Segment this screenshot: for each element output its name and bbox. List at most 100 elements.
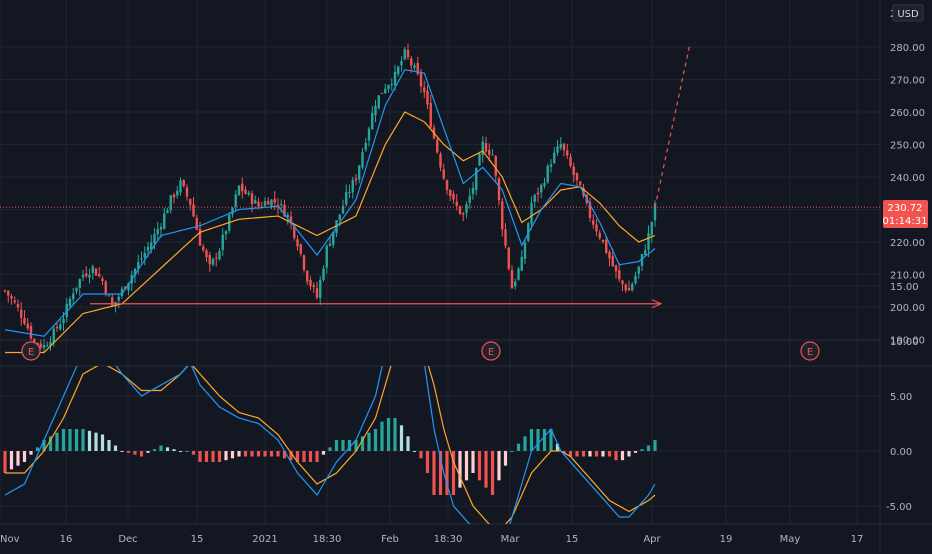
macd-histogram-bar bbox=[523, 436, 527, 451]
candle bbox=[387, 84, 390, 93]
macd-histogram-bar bbox=[302, 451, 306, 462]
macd-histogram-bar bbox=[607, 451, 612, 457]
macd-histogram-bar bbox=[237, 451, 241, 457]
candle bbox=[241, 177, 244, 199]
macd-histogram-bar bbox=[354, 440, 358, 451]
macd-histogram-bar bbox=[620, 451, 625, 461]
macd-histogram-bar bbox=[575, 451, 579, 457]
price-tick-label: 240.00 bbox=[890, 173, 925, 184]
candle bbox=[546, 163, 549, 184]
candle bbox=[413, 62, 416, 71]
candle bbox=[224, 230, 228, 240]
candle bbox=[192, 197, 195, 218]
macd-histogram-bar bbox=[22, 451, 27, 462]
candle bbox=[471, 181, 475, 200]
macd-histogram-bar bbox=[172, 449, 176, 451]
x-tick-label: Nov bbox=[0, 534, 20, 545]
candle bbox=[299, 243, 302, 257]
macd-histogram-bar bbox=[55, 432, 59, 451]
candle bbox=[163, 207, 166, 230]
macd-histogram-bar bbox=[16, 451, 20, 466]
macd-histogram-bar bbox=[126, 451, 131, 453]
candle bbox=[458, 205, 462, 216]
candle bbox=[237, 184, 241, 197]
macd-histogram-bar bbox=[289, 451, 293, 461]
earnings-marker[interactable]: E bbox=[481, 341, 501, 361]
macd-histogram-bar bbox=[412, 451, 417, 452]
macd-histogram-bar bbox=[321, 451, 326, 455]
earnings-marker-label: E bbox=[28, 347, 34, 358]
macd-histogram-bar bbox=[185, 451, 189, 452]
macd-histogram-bar bbox=[334, 440, 339, 451]
macd-histogram-bar bbox=[633, 451, 638, 453]
candle bbox=[85, 266, 88, 279]
candle bbox=[13, 296, 16, 305]
macd-histogram-bar bbox=[425, 451, 430, 473]
macd-histogram-bar bbox=[646, 445, 651, 451]
macd-line bbox=[4, 366, 656, 524]
macd-tick-label: 15.00 bbox=[890, 282, 919, 293]
candle bbox=[208, 251, 211, 272]
candle bbox=[605, 236, 608, 255]
earnings-marker[interactable]: E bbox=[21, 341, 41, 361]
macd-histogram-bar bbox=[48, 436, 53, 451]
macd-histogram-bar bbox=[419, 451, 423, 459]
price-tick-label: 220.00 bbox=[890, 238, 925, 249]
candle bbox=[640, 253, 644, 272]
macd-histogram-bar bbox=[230, 451, 235, 459]
ma-fast-line bbox=[4, 69, 656, 337]
axes: 280.00270.00260.00250.00240.00230.00220.… bbox=[0, 9, 925, 545]
candle bbox=[452, 190, 455, 204]
x-tick-label: Apr bbox=[643, 534, 661, 545]
candle bbox=[400, 56, 403, 72]
currency-badge-text: USD bbox=[897, 9, 919, 20]
macd-histogram-bar bbox=[61, 429, 66, 451]
macd-histogram-bar bbox=[341, 440, 345, 451]
candle bbox=[72, 287, 75, 306]
candle bbox=[91, 264, 94, 280]
candle bbox=[507, 246, 510, 271]
candle bbox=[358, 164, 361, 184]
candle bbox=[312, 282, 315, 293]
macd-histogram-bar bbox=[74, 429, 79, 451]
candle bbox=[572, 162, 575, 183]
macd-histogram-bar bbox=[276, 451, 280, 457]
candle bbox=[367, 126, 371, 147]
macd-histogram-bar bbox=[282, 451, 287, 459]
x-tick-label: 16 bbox=[60, 534, 73, 545]
macd-histogram-bar bbox=[217, 451, 222, 462]
macd-histogram-bar bbox=[581, 451, 586, 457]
currency-badge[interactable]: USD bbox=[892, 4, 924, 22]
macd-tick-label: -5.00 bbox=[886, 502, 912, 513]
candle bbox=[234, 190, 237, 211]
support-arrow-icon bbox=[651, 299, 663, 309]
macd-histogram-bar bbox=[380, 421, 384, 451]
macd-histogram-bar bbox=[295, 451, 300, 462]
macd-histogram-bar bbox=[165, 447, 170, 451]
candle bbox=[484, 136, 488, 153]
macd-signal-line bbox=[5, 366, 656, 524]
candle bbox=[371, 106, 374, 130]
candle bbox=[55, 323, 59, 332]
macd-histogram-bar bbox=[198, 451, 202, 462]
candle bbox=[520, 250, 523, 272]
candle bbox=[601, 239, 605, 244]
candle bbox=[263, 197, 267, 207]
earnings-marker[interactable]: E bbox=[800, 341, 820, 361]
candle bbox=[478, 151, 481, 167]
candles-layer bbox=[3, 43, 657, 354]
candle bbox=[309, 276, 312, 291]
macd-histogram-bar bbox=[256, 451, 261, 457]
macd-histogram-bar bbox=[562, 451, 566, 453]
price-tick-label: 190.00 bbox=[890, 336, 925, 347]
ma-slow-line bbox=[5, 111, 656, 354]
candle bbox=[416, 56, 419, 76]
x-tick-label: 19 bbox=[720, 534, 733, 545]
macd-histogram-bar bbox=[594, 451, 599, 457]
candle bbox=[296, 235, 299, 251]
candle bbox=[540, 183, 543, 199]
candle bbox=[49, 336, 52, 351]
